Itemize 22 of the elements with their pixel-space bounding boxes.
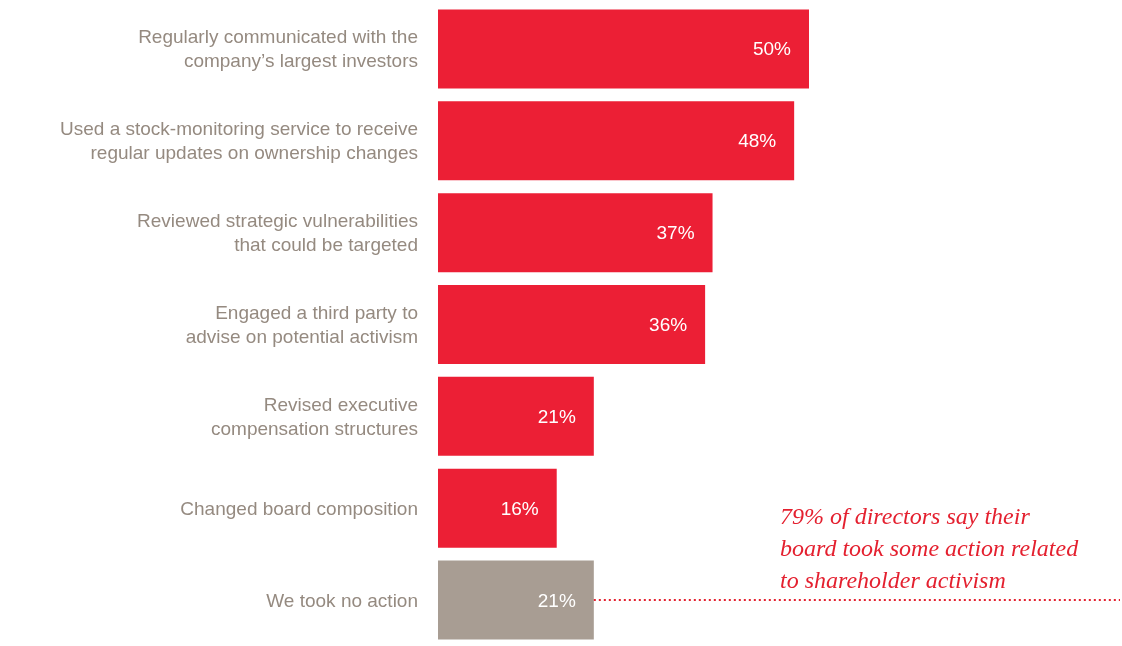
bar [438,468,557,548]
data-label: 21% [537,589,576,611]
y-tick-label: Revised executive compensation structures [211,393,418,439]
annotation: 79% of directors say their board took some action related to shareholder activism [780,503,1080,593]
bar [438,9,809,89]
bar [438,285,706,364]
data-label: 37% [656,222,695,244]
y-tick-label: Reviewed strategic vulnerabilities that could be targeted [137,210,418,256]
y-tick-label: Engaged a third party to advise on potential activism [185,302,418,347]
bar [438,560,594,640]
data-label: 48% [738,130,777,152]
bar [438,376,594,456]
data-label: 50% [752,38,792,60]
bar [438,193,713,273]
data-label: 36% [649,314,688,335]
y-tick-label: Changed board composition [180,497,418,519]
y-tick-label: We took no action [266,589,418,611]
y-tick-label: Regularly communicated with the company’s largest investors [138,26,418,72]
bar [438,101,795,181]
data-label: 16% [500,497,539,519]
y-tick-label: Used a stock-monitoring service to receive regular updates on ownership changes [60,118,418,164]
data-label: 21% [537,405,576,427]
